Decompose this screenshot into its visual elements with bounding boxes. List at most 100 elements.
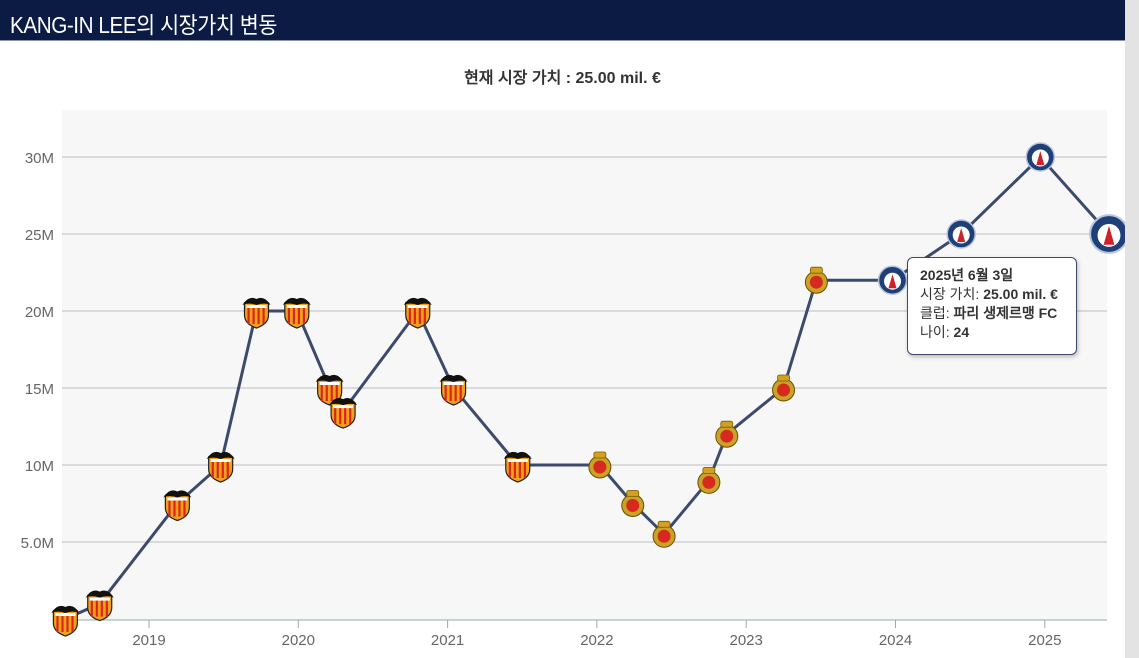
crown-icon	[702, 466, 716, 474]
bat-icon	[315, 374, 344, 382]
data-point-valencia-logo	[282, 297, 311, 329]
crest-center	[702, 475, 716, 489]
eiffel-icon	[1036, 151, 1045, 165]
stripe	[226, 459, 229, 478]
stripe	[302, 305, 306, 324]
stripe	[56, 613, 59, 632]
stripe	[211, 459, 214, 478]
stripe	[168, 497, 171, 517]
x-tick-label: 2019	[132, 632, 165, 649]
band	[333, 405, 354, 409]
series-line	[64, 154, 1111, 621]
crown-icon	[777, 374, 790, 382]
stripe	[449, 382, 452, 401]
stripe	[262, 305, 265, 324]
y-tick-label: 25M	[25, 227, 54, 244]
data-point-valencia-logo	[329, 397, 358, 429]
band	[286, 305, 307, 308]
data-point-valencia-logo	[503, 451, 532, 483]
crest-center	[593, 460, 607, 474]
data-point-mallorca-logo	[804, 266, 828, 294]
plot-area	[62, 110, 1107, 620]
x-tick-label: 2020	[282, 632, 315, 649]
current-value-subtitle: 현재 시장 가치 : 25.00 mil. €	[464, 70, 661, 87]
band	[55, 613, 76, 616]
data-point-psg-logo	[1089, 214, 1125, 254]
crest-center	[626, 499, 640, 512]
eiffel-icon	[957, 228, 966, 242]
stripe	[523, 459, 526, 478]
stripe	[344, 405, 347, 425]
stripe	[320, 382, 323, 401]
stripe	[508, 459, 511, 478]
tooltip-date: 2025년 6월 3일	[920, 267, 1014, 283]
bat-icon	[503, 451, 532, 459]
y-tick-label: 30M	[25, 150, 54, 167]
page-title: KANG-IN LEE의 시장가치 변동	[10, 12, 277, 38]
stripe	[105, 597, 108, 617]
crown-icon	[626, 490, 640, 497]
stripe	[418, 305, 421, 324]
stripe	[90, 597, 93, 617]
y-tick-label: 5.0M	[21, 535, 54, 552]
crown-icon	[809, 266, 823, 274]
bat-icon	[242, 297, 271, 305]
x-tick-label: 2021	[431, 632, 464, 649]
data-point-valencia-logo	[163, 490, 192, 522]
data-point-valencia-logo	[242, 297, 271, 329]
stripe	[339, 405, 342, 425]
y-tick-label: 20M	[25, 304, 54, 321]
bat-icon	[439, 374, 468, 382]
stripe	[221, 459, 224, 478]
tooltip: 2025년 6월 3일 시장 가치: 25.00 mil. € 클럽: 파리 생…	[907, 257, 1077, 355]
stripe	[330, 382, 333, 401]
tooltip-club-label: 클럽:	[920, 305, 950, 321]
data-point-valencia-logo	[439, 374, 468, 406]
stripe	[459, 382, 462, 401]
stripe	[413, 305, 416, 324]
data-point-psg-logo	[946, 219, 976, 249]
data-point-valencia-logo	[51, 605, 80, 637]
tooltip-value-label: 시장 가치:	[920, 286, 980, 302]
x-tick-label: 2022	[580, 632, 613, 649]
data-point-mallorca-logo	[715, 420, 739, 448]
stripe	[444, 382, 447, 401]
stripe	[518, 459, 521, 478]
data-point-valencia-logo	[85, 590, 114, 622]
data-point-mallorca-logo	[652, 520, 676, 548]
stripe	[178, 497, 181, 517]
stripe	[513, 459, 516, 478]
stripe	[287, 305, 291, 324]
x-tick-label: 2023	[730, 632, 763, 649]
data-point-valencia-logo	[403, 297, 432, 329]
stripe	[247, 305, 250, 324]
data-point-valencia-logo	[206, 451, 235, 483]
tooltip-age: 24	[953, 324, 970, 340]
stripe	[297, 305, 301, 324]
stripe	[66, 613, 69, 632]
stripe	[454, 382, 457, 401]
stripe	[292, 305, 296, 324]
crest-center	[657, 529, 671, 543]
stripe	[95, 597, 98, 617]
header-bar: KANG-IN LEE의 시장가치 변동	[0, 0, 1125, 41]
stripe	[423, 305, 426, 324]
crown-icon	[593, 451, 607, 459]
bat-icon	[163, 490, 192, 498]
data-point-mallorca-logo	[588, 451, 612, 479]
stripe	[252, 305, 255, 324]
bat-icon	[85, 590, 114, 598]
stripe	[183, 497, 186, 517]
scrollbar[interactable]	[1125, 0, 1139, 658]
stripe	[325, 382, 328, 401]
stripe	[100, 597, 103, 617]
eiffel-icon	[1103, 225, 1115, 245]
eiffel-icon	[888, 274, 897, 289]
data-point-mallorca-logo	[621, 490, 645, 517]
stripe	[349, 405, 352, 425]
bat-icon	[51, 605, 80, 613]
data-point-psg-logo	[877, 265, 908, 295]
tooltip-age-label: 나이:	[920, 324, 950, 340]
tooltip-club: 파리 생제르맹 FC	[953, 305, 1058, 321]
